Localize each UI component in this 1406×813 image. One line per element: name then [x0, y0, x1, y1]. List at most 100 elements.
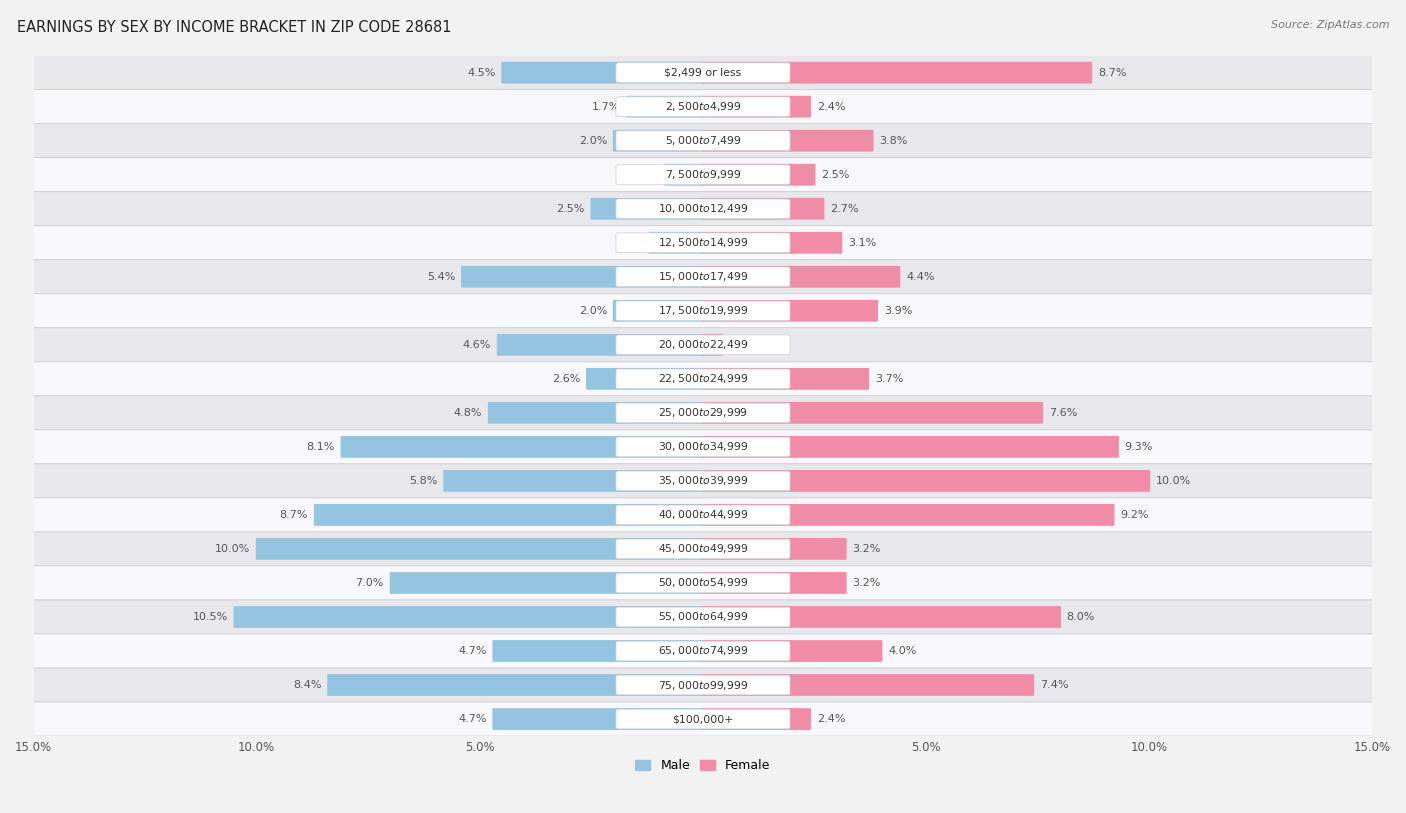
Text: 8.7%: 8.7%: [1098, 67, 1126, 78]
Text: 0.85%: 0.85%: [623, 170, 658, 180]
FancyBboxPatch shape: [626, 96, 704, 118]
FancyBboxPatch shape: [702, 300, 877, 322]
FancyBboxPatch shape: [488, 402, 704, 424]
FancyBboxPatch shape: [702, 708, 811, 730]
FancyBboxPatch shape: [34, 293, 1372, 328]
Text: $20,000 to $22,499: $20,000 to $22,499: [658, 338, 748, 351]
Text: 4.5%: 4.5%: [467, 67, 495, 78]
Text: 4.7%: 4.7%: [458, 646, 486, 656]
FancyBboxPatch shape: [34, 124, 1372, 158]
Text: 4.0%: 4.0%: [889, 646, 917, 656]
Text: 10.5%: 10.5%: [193, 612, 228, 622]
Text: 4.7%: 4.7%: [458, 714, 486, 724]
FancyBboxPatch shape: [664, 164, 704, 185]
FancyBboxPatch shape: [502, 62, 704, 84]
Text: 2.5%: 2.5%: [821, 170, 849, 180]
FancyBboxPatch shape: [616, 471, 790, 491]
FancyBboxPatch shape: [34, 634, 1372, 668]
FancyBboxPatch shape: [616, 267, 790, 287]
Text: $50,000 to $54,999: $50,000 to $54,999: [658, 576, 748, 589]
Text: 3.7%: 3.7%: [875, 374, 903, 384]
Text: $45,000 to $49,999: $45,000 to $49,999: [658, 542, 748, 555]
Text: 4.6%: 4.6%: [463, 340, 491, 350]
Text: 8.7%: 8.7%: [280, 510, 308, 520]
Text: 2.0%: 2.0%: [579, 306, 607, 315]
Text: 2.4%: 2.4%: [817, 102, 845, 111]
Text: 2.7%: 2.7%: [830, 204, 859, 214]
Text: $22,500 to $24,999: $22,500 to $24,999: [658, 372, 748, 385]
FancyBboxPatch shape: [616, 403, 790, 423]
FancyBboxPatch shape: [613, 130, 704, 151]
FancyBboxPatch shape: [702, 130, 873, 151]
Text: $25,000 to $29,999: $25,000 to $29,999: [658, 406, 748, 420]
Text: $2,500 to $4,999: $2,500 to $4,999: [665, 100, 741, 113]
Text: Source: ZipAtlas.com: Source: ZipAtlas.com: [1271, 20, 1389, 30]
Text: $15,000 to $17,499: $15,000 to $17,499: [658, 270, 748, 283]
Text: $5,000 to $7,499: $5,000 to $7,499: [665, 134, 741, 147]
FancyBboxPatch shape: [702, 96, 811, 118]
FancyBboxPatch shape: [34, 260, 1372, 293]
Text: 7.6%: 7.6%: [1049, 408, 1077, 418]
FancyBboxPatch shape: [34, 668, 1372, 702]
FancyBboxPatch shape: [702, 164, 815, 185]
FancyBboxPatch shape: [256, 538, 704, 560]
FancyBboxPatch shape: [616, 641, 790, 661]
FancyBboxPatch shape: [34, 192, 1372, 226]
FancyBboxPatch shape: [616, 233, 790, 253]
FancyBboxPatch shape: [328, 674, 704, 696]
FancyBboxPatch shape: [702, 436, 1119, 458]
Text: $40,000 to $44,999: $40,000 to $44,999: [658, 508, 748, 521]
Text: 7.0%: 7.0%: [356, 578, 384, 588]
Text: 0.43%: 0.43%: [728, 340, 765, 350]
FancyBboxPatch shape: [461, 266, 704, 288]
FancyBboxPatch shape: [702, 606, 1062, 628]
Text: 5.4%: 5.4%: [427, 272, 456, 282]
FancyBboxPatch shape: [34, 396, 1372, 430]
Text: $7,500 to $9,999: $7,500 to $9,999: [665, 168, 741, 181]
FancyBboxPatch shape: [34, 89, 1372, 124]
FancyBboxPatch shape: [702, 368, 869, 389]
FancyBboxPatch shape: [34, 566, 1372, 600]
Text: 3.8%: 3.8%: [879, 136, 908, 146]
FancyBboxPatch shape: [34, 328, 1372, 362]
Text: 2.4%: 2.4%: [817, 714, 845, 724]
Text: 3.9%: 3.9%: [884, 306, 912, 315]
FancyBboxPatch shape: [616, 539, 790, 559]
Text: 8.4%: 8.4%: [292, 680, 322, 690]
FancyBboxPatch shape: [34, 532, 1372, 566]
FancyBboxPatch shape: [702, 62, 1092, 84]
Text: $100,000+: $100,000+: [672, 714, 734, 724]
Text: 10.0%: 10.0%: [1156, 476, 1191, 486]
FancyBboxPatch shape: [616, 607, 790, 627]
Legend: Male, Female: Male, Female: [630, 754, 776, 777]
FancyBboxPatch shape: [496, 334, 704, 356]
FancyBboxPatch shape: [702, 266, 900, 288]
Text: 4.4%: 4.4%: [905, 272, 935, 282]
FancyBboxPatch shape: [34, 226, 1372, 260]
FancyBboxPatch shape: [34, 158, 1372, 192]
FancyBboxPatch shape: [34, 498, 1372, 532]
FancyBboxPatch shape: [492, 640, 704, 662]
FancyBboxPatch shape: [648, 232, 704, 254]
FancyBboxPatch shape: [616, 437, 790, 457]
Text: 3.1%: 3.1%: [848, 237, 876, 248]
FancyBboxPatch shape: [702, 402, 1043, 424]
Text: $75,000 to $99,999: $75,000 to $99,999: [658, 679, 748, 692]
FancyBboxPatch shape: [616, 165, 790, 185]
FancyBboxPatch shape: [702, 674, 1035, 696]
FancyBboxPatch shape: [340, 436, 704, 458]
FancyBboxPatch shape: [616, 369, 790, 389]
FancyBboxPatch shape: [702, 538, 846, 560]
FancyBboxPatch shape: [616, 505, 790, 524]
FancyBboxPatch shape: [233, 606, 704, 628]
Text: $10,000 to $12,499: $10,000 to $12,499: [658, 202, 748, 215]
FancyBboxPatch shape: [616, 63, 790, 83]
FancyBboxPatch shape: [616, 97, 790, 116]
FancyBboxPatch shape: [34, 464, 1372, 498]
FancyBboxPatch shape: [616, 199, 790, 219]
FancyBboxPatch shape: [591, 198, 704, 220]
FancyBboxPatch shape: [443, 470, 704, 492]
Text: 2.6%: 2.6%: [553, 374, 581, 384]
FancyBboxPatch shape: [702, 198, 824, 220]
Text: $55,000 to $64,999: $55,000 to $64,999: [658, 611, 748, 624]
